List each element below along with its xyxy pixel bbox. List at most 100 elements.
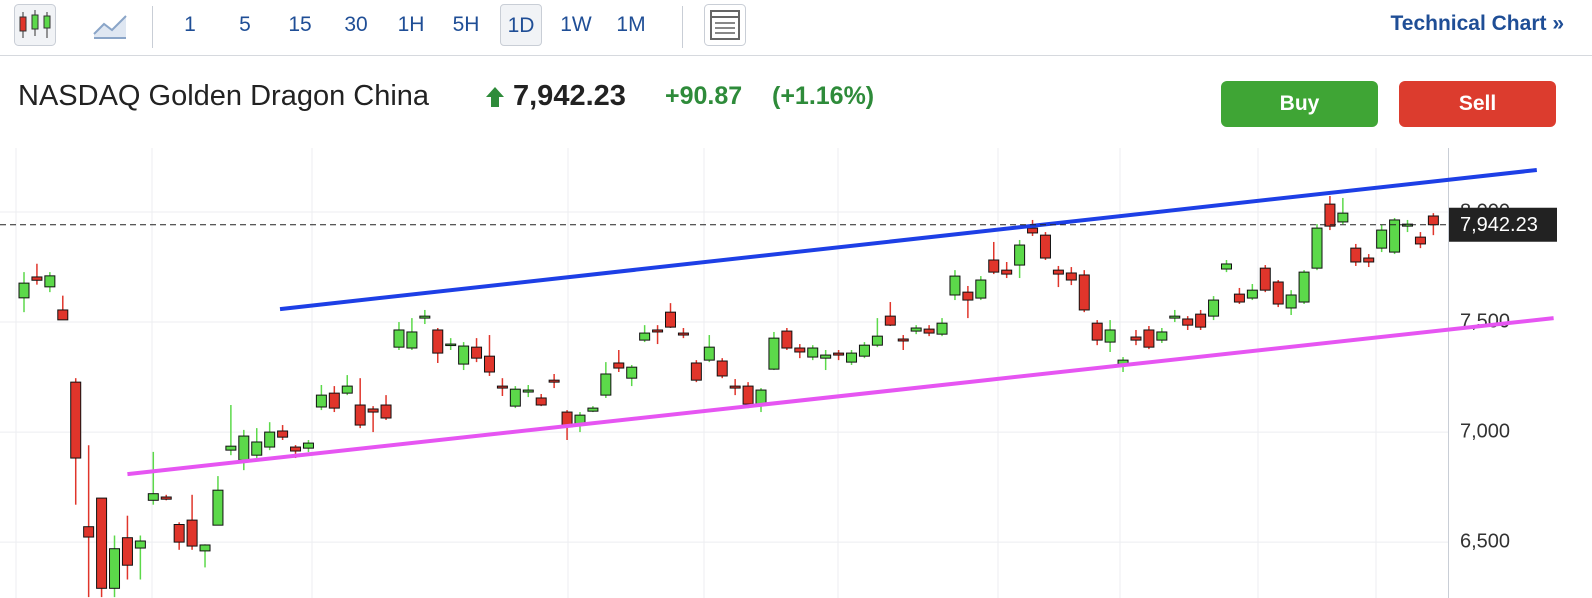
candle-body	[1039, 234, 1051, 259]
candle-body	[975, 279, 987, 299]
candle-body	[781, 330, 793, 349]
candle-body	[290, 446, 302, 452]
candle-body	[173, 524, 185, 543]
candle-body	[354, 404, 366, 426]
candle-body	[794, 347, 806, 353]
candle-body	[1001, 269, 1013, 275]
candle-body	[910, 327, 922, 332]
interval-button[interactable]: 1M	[616, 13, 646, 36]
candle-body	[96, 497, 108, 589]
candle-body	[677, 332, 689, 336]
change: +90.87	[665, 82, 743, 110]
candle-body	[988, 259, 1000, 273]
candle-body	[44, 275, 56, 288]
line-icon[interactable]	[93, 15, 127, 39]
candle-body	[109, 548, 121, 589]
candle-body	[1350, 247, 1362, 263]
candle-body	[652, 329, 664, 333]
candle-body	[496, 385, 508, 389]
interval-button[interactable]: 5	[239, 13, 251, 36]
candle-body	[858, 344, 870, 357]
candle-body	[626, 366, 638, 379]
candle-body	[1027, 227, 1039, 234]
candle-body	[1065, 272, 1077, 281]
candle-body	[1324, 203, 1336, 227]
candle-body	[1208, 299, 1220, 317]
interval-button[interactable]: 1	[184, 13, 196, 36]
candle-body	[1052, 269, 1064, 275]
vertical-grid	[15, 148, 1377, 598]
candle-body	[1259, 267, 1271, 291]
candle-body	[315, 394, 327, 408]
y-tick-label: 6,500	[1460, 530, 1510, 552]
candle-body	[962, 291, 974, 301]
candle-body	[613, 362, 625, 369]
candle-body	[690, 362, 702, 381]
candle-body	[1091, 322, 1103, 341]
candle-body	[509, 388, 521, 407]
trend-line	[279, 168, 1538, 312]
sell-button[interactable]: Sell	[1399, 81, 1556, 127]
candle-body	[380, 404, 392, 419]
candle-body	[1078, 274, 1090, 311]
interval-button[interactable]: 15	[288, 13, 312, 36]
candle-body	[1376, 229, 1388, 249]
candle-body	[328, 392, 340, 409]
candle-body	[432, 329, 444, 354]
candle-body	[1220, 263, 1232, 270]
candle-body	[483, 355, 495, 373]
candle-body	[302, 442, 314, 449]
price: 7,942.23	[513, 80, 626, 112]
candle-body	[18, 282, 30, 299]
candle-body	[1272, 281, 1284, 305]
candle-body	[833, 352, 845, 356]
candle-body	[277, 430, 289, 438]
interval-button[interactable]: 5H	[452, 13, 480, 36]
candle-body	[1414, 236, 1426, 245]
candle-body	[367, 408, 379, 413]
candle-body	[729, 385, 741, 389]
candle-body	[1246, 289, 1258, 299]
candle-body	[884, 315, 896, 326]
candle-body	[212, 489, 224, 526]
candle-body	[548, 379, 560, 383]
buy-button[interactable]: Buy	[1221, 81, 1378, 127]
candle-body	[639, 332, 651, 341]
news-icon[interactable]	[704, 4, 746, 46]
candle-body	[264, 431, 276, 448]
candle-body	[341, 385, 353, 394]
candle-body	[458, 345, 470, 365]
candle-body	[742, 385, 754, 405]
interval-button[interactable]: 30	[344, 13, 368, 36]
candle-body	[1311, 227, 1323, 269]
trend-line	[127, 316, 1554, 477]
candle-body	[445, 343, 457, 347]
instrument-name: NASDAQ Golden Dragon China	[18, 80, 430, 112]
candle-body	[419, 315, 431, 319]
candle-body	[1363, 257, 1375, 263]
candle-body	[1104, 329, 1116, 343]
candle-icon	[19, 10, 51, 38]
candle-body	[1233, 293, 1245, 303]
candle-body	[134, 540, 146, 549]
interval-button[interactable]: 1D	[500, 4, 542, 46]
candle-body	[121, 537, 133, 566]
candle-body	[949, 275, 961, 296]
candle-body	[1014, 244, 1026, 266]
candle-body	[225, 445, 237, 451]
interval-button[interactable]: 1H	[397, 13, 425, 36]
candle-body	[1156, 331, 1168, 341]
candle-body	[1337, 212, 1349, 223]
candle-body	[1182, 318, 1194, 326]
candle-body	[665, 311, 676, 328]
candle-body	[70, 381, 82, 459]
candle-body	[393, 329, 405, 348]
interval-button[interactable]: 1W	[560, 13, 592, 36]
candle-body	[83, 526, 95, 538]
candle-body	[186, 519, 198, 547]
candle-body	[251, 441, 263, 456]
candle-body	[1169, 315, 1181, 319]
candle-body	[1389, 219, 1401, 253]
technical-chart-link[interactable]: Technical Chart »	[1390, 12, 1565, 35]
